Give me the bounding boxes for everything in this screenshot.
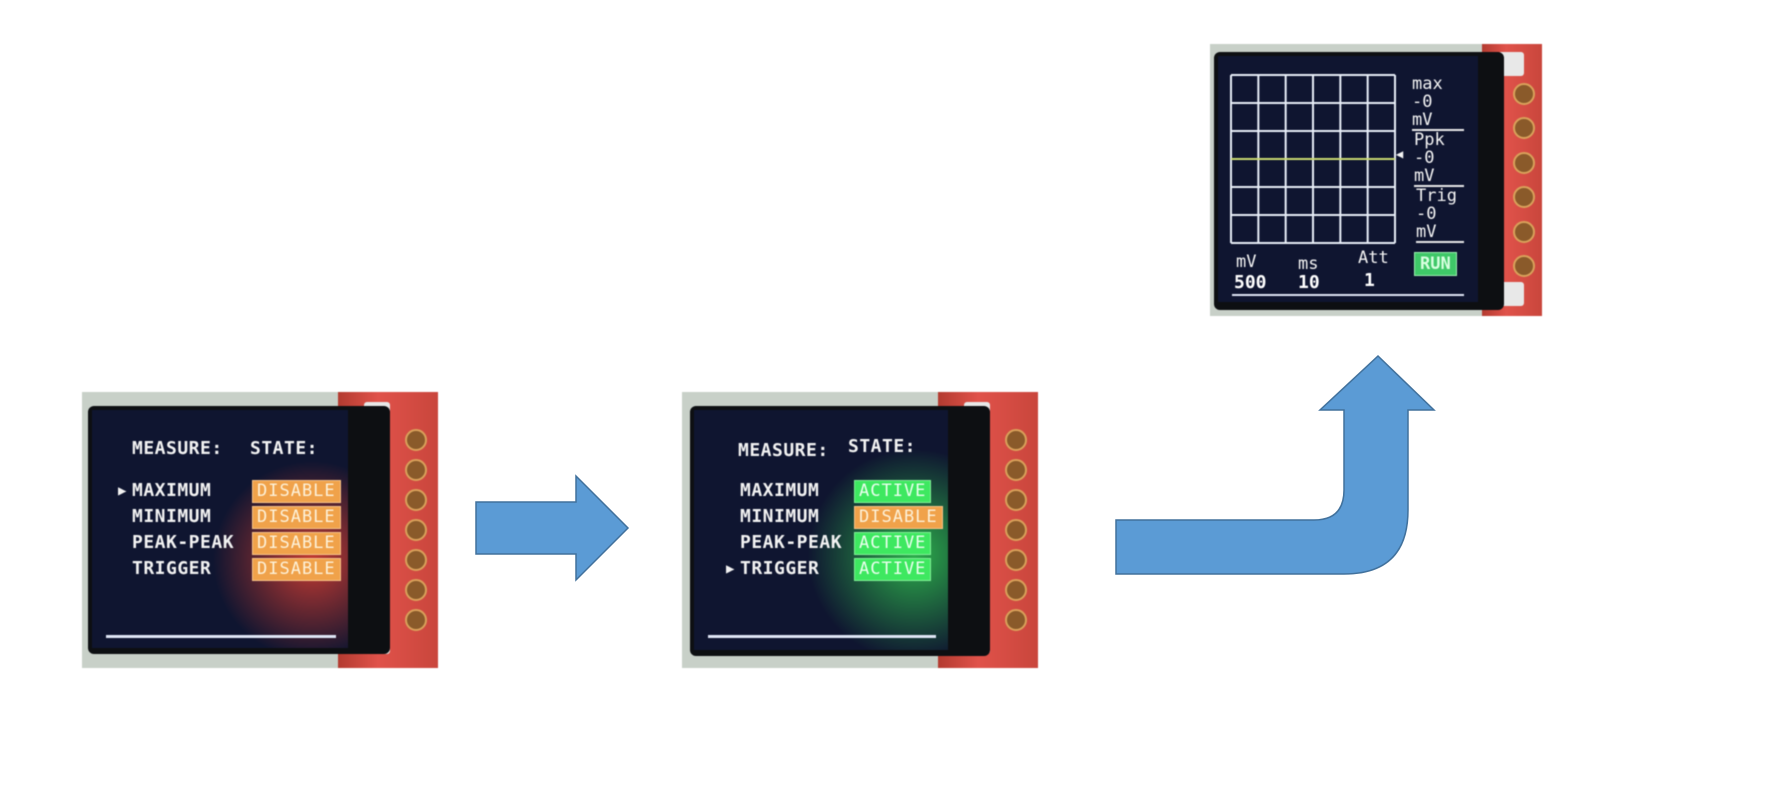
state-badge[interactable]: DISABLE: [854, 506, 943, 529]
side-divider: [1416, 241, 1464, 243]
menu-row[interactable]: MINIMUM DISABLE: [694, 506, 948, 530]
side-divider: [1414, 185, 1464, 187]
ppk-unit: mV: [1414, 166, 1435, 186]
measure-name: PEAK-PEAK: [740, 532, 843, 553]
menu-row[interactable]: PEAK-PEAK DISABLE: [92, 532, 348, 556]
header-pins: [1512, 77, 1536, 284]
screen-bottom-bar: [106, 635, 336, 638]
measure-name: MINIMUM: [740, 506, 820, 527]
right-arrow-icon: [475, 474, 630, 582]
lcd-board-scope: ◀ max -0 mV Ppk -0 mV Trig -0 mV mV 500 …: [1210, 44, 1542, 316]
state-header: STATE:: [848, 436, 917, 457]
time-div-value: 10: [1298, 272, 1320, 293]
state-badge[interactable]: ACTIVE: [854, 480, 932, 503]
trig-value: -0: [1416, 204, 1437, 224]
time-div-label: ms: [1298, 254, 1319, 274]
selection-pointer-icon: ▶: [726, 561, 735, 577]
trig-unit: mV: [1416, 222, 1437, 242]
lcd-screen-scope: ◀ max -0 mV Ppk -0 mV Trig -0 mV mV 500 …: [1218, 56, 1478, 302]
measure-name: TRIGGER: [132, 558, 212, 579]
state-badge[interactable]: ACTIVE: [854, 558, 932, 581]
state-badge[interactable]: DISABLE: [252, 532, 341, 555]
state-badge[interactable]: DISABLE: [252, 506, 341, 529]
header-pins: [1004, 425, 1028, 635]
menu-row[interactable]: ▶ TRIGGER ACTIVE: [694, 558, 948, 582]
measure-name: MAXIMUM: [132, 480, 212, 501]
lcd-bezel: MEASURE: STATE: MAXIMUM ACTIVE MINIMUM DISA…: [690, 406, 990, 656]
measure-name: MINIMUM: [132, 506, 212, 527]
max-unit: mV: [1412, 110, 1433, 130]
measure-name: PEAK-PEAK: [132, 532, 235, 553]
screen-bottom-bar: [1232, 294, 1464, 296]
measure-name: MAXIMUM: [740, 480, 820, 501]
state-badge[interactable]: DISABLE: [252, 480, 341, 503]
menu-row[interactable]: PEAK-PEAK ACTIVE: [694, 532, 948, 556]
menu-row[interactable]: MINIMUM DISABLE: [92, 506, 348, 530]
attenuation-label: Att: [1358, 248, 1389, 268]
ppk-label: Ppk: [1414, 130, 1445, 150]
scope-grid: [1230, 74, 1396, 244]
state-header: STATE:: [250, 438, 319, 459]
lcd-bezel: MEASURE: STATE: ▶ MAXIMUM DISABLE MINIMUM DI…: [88, 406, 390, 654]
max-label: max: [1412, 74, 1443, 94]
measure-header: MEASURE:: [738, 440, 829, 461]
trigger-marker-icon: ◀: [1396, 147, 1404, 161]
bent-up-arrow-icon: [1115, 354, 1436, 575]
ppk-value: -0: [1414, 148, 1435, 168]
lcd-bezel: ◀ max -0 mV Ppk -0 mV Trig -0 mV mV 500 …: [1214, 52, 1504, 310]
lcd-board-menu-before: MEASURE: STATE: ▶ MAXIMUM DISABLE MINIMUM DI…: [82, 392, 438, 668]
lcd-board-menu-after: MEASURE: STATE: MAXIMUM ACTIVE MINIMUM DISA…: [682, 392, 1038, 668]
screen-bottom-bar: [708, 635, 936, 638]
selection-pointer-icon: ▶: [118, 483, 127, 499]
volt-div-value: 500: [1234, 272, 1267, 293]
menu-row[interactable]: TRIGGER DISABLE: [92, 558, 348, 582]
measure-name: TRIGGER: [740, 558, 820, 579]
header-pins: [404, 425, 428, 635]
menu-row[interactable]: ▶ MAXIMUM DISABLE: [92, 480, 348, 504]
state-badge[interactable]: ACTIVE: [854, 532, 932, 555]
lcd-screen-menu-before: MEASURE: STATE: ▶ MAXIMUM DISABLE MINIMUM DI…: [92, 410, 348, 648]
side-divider: [1412, 129, 1464, 131]
max-value: -0: [1412, 92, 1433, 112]
trig-label: Trig: [1416, 186, 1457, 206]
volt-div-label: mV: [1236, 252, 1257, 272]
lcd-screen-menu-after: MEASURE: STATE: MAXIMUM ACTIVE MINIMUM DISA…: [694, 410, 948, 650]
menu-row[interactable]: MAXIMUM ACTIVE: [694, 480, 948, 504]
attenuation-value: 1: [1364, 270, 1375, 291]
run-status-badge[interactable]: RUN: [1414, 252, 1457, 276]
state-badge[interactable]: DISABLE: [252, 558, 341, 581]
measure-header: MEASURE:: [132, 438, 223, 459]
